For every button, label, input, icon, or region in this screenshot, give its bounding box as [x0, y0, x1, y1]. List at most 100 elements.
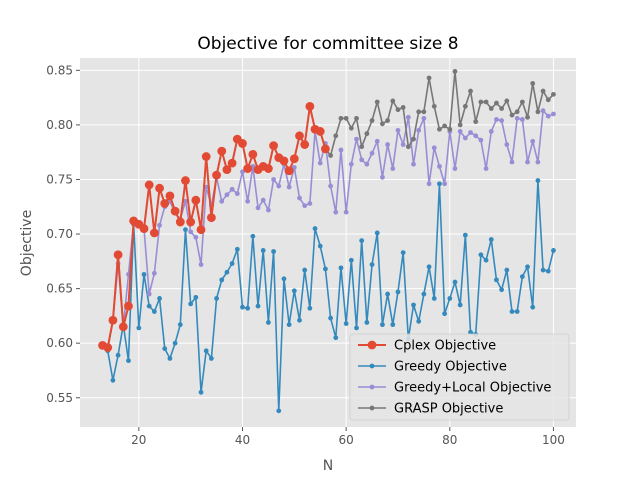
y-tick-label: 0.55 — [46, 391, 73, 405]
grasp-objective-point — [411, 136, 416, 142]
greedy-objective-point — [359, 238, 365, 243]
y-tick-label: 0.75 — [46, 172, 73, 186]
cplex-objective-point — [149, 228, 159, 238]
legend-label: Greedy Objective — [394, 360, 507, 375]
greedy-objective-point — [219, 277, 225, 283]
legend-label: GRASP Objective — [394, 402, 503, 417]
legend-label: Greedy+Local Objective — [394, 381, 551, 396]
cplex-objective-point — [191, 195, 201, 205]
grasp-objective-point — [499, 106, 505, 111]
x-tick-label: 100 — [542, 433, 565, 447]
grasp-objective-point — [405, 144, 411, 150]
greedy-objective-point — [146, 303, 152, 309]
greedy-local-objective-point — [416, 127, 422, 133]
greedy-local-objective-point — [240, 169, 245, 175]
greedy-objective-point — [447, 296, 453, 301]
y-tick-label: 0.65 — [46, 282, 73, 296]
grasp-objective-point — [452, 69, 458, 74]
greedy-local-objective-point — [374, 138, 380, 144]
greedy-objective-point — [250, 233, 256, 239]
greedy-objective-point — [141, 272, 147, 277]
greedy-objective-point — [255, 303, 261, 309]
cplex-objective-point — [108, 315, 118, 325]
chart-title: Objective for committee size 8 — [197, 34, 458, 54]
greedy-local-objective-point — [462, 135, 468, 141]
greedy-local-objective-point — [369, 150, 375, 156]
grasp-objective-point — [369, 118, 375, 123]
cplex-objective-point — [144, 180, 154, 190]
greedy-objective-point — [348, 257, 354, 263]
grasp-objective-point — [540, 88, 546, 94]
y-tick-label: 0.80 — [46, 118, 73, 132]
cplex-objective-point — [243, 164, 253, 173]
y-axis-ticks: 0.55 0.60 0.65 0.70 0.75 0.80 0.85 — [46, 63, 80, 405]
greedy-local-objective-point — [333, 209, 339, 215]
legend-swatch-marker — [367, 340, 377, 350]
greedy-local-objective-point — [411, 161, 416, 167]
grasp-objective-point — [488, 106, 494, 111]
greedy-objective-point — [437, 181, 442, 187]
grasp-objective-point — [364, 131, 370, 137]
grasp-objective-point — [359, 144, 365, 150]
greedy-local-objective-point — [452, 166, 458, 171]
greedy-local-objective-point — [146, 291, 152, 297]
grasp-objective-point — [509, 112, 515, 118]
greedy-objective-point — [530, 304, 536, 310]
greedy-local-objective-point — [276, 183, 282, 189]
greedy-objective-point — [380, 322, 385, 328]
greedy-local-objective-point — [509, 159, 515, 165]
greedy-objective-point — [369, 262, 375, 267]
grasp-objective-point — [504, 98, 510, 104]
grasp-objective-point — [380, 121, 385, 127]
grasp-objective-point — [343, 115, 349, 121]
cplex-objective-point — [196, 225, 206, 235]
greedy-local-objective-point — [504, 142, 510, 147]
grasp-objective-point — [354, 115, 359, 121]
grasp-objective-point — [390, 98, 396, 104]
greedy-local-objective-point — [234, 191, 240, 197]
greedy-local-objective-point — [483, 166, 489, 171]
greedy-objective-point — [286, 322, 292, 328]
greedy-objective-point — [385, 291, 390, 297]
greedy-objective-point — [400, 250, 406, 256]
greedy-objective-point — [354, 325, 359, 331]
cplex-objective-point — [170, 206, 180, 216]
cplex-objective-point — [118, 322, 128, 332]
cplex-objective-point — [139, 224, 149, 233]
greedy-objective-point — [297, 317, 302, 323]
greedy-objective-point — [276, 408, 282, 414]
greedy-local-objective-point — [343, 209, 349, 215]
greedy-objective-point — [519, 274, 525, 280]
greedy-local-objective-point — [157, 222, 162, 228]
greedy-local-objective-point — [188, 229, 194, 235]
greedy-objective-point — [172, 340, 178, 346]
cplex-objective-point — [124, 301, 133, 311]
greedy-objective-point — [514, 309, 520, 314]
greedy-objective-point — [478, 252, 484, 258]
x-tick-label: 60 — [338, 433, 353, 447]
greedy-objective-point — [198, 389, 204, 395]
greedy-objective-point — [323, 266, 328, 272]
greedy-objective-point — [126, 358, 131, 364]
greedy-objective-point — [203, 348, 209, 354]
grasp-objective-point — [400, 105, 406, 110]
greedy-local-objective-point — [224, 192, 230, 198]
greedy-local-objective-point — [255, 205, 261, 211]
greedy-objective-point — [483, 257, 489, 263]
grasp-objective-point — [338, 115, 344, 121]
greedy-objective-point — [110, 377, 116, 383]
greedy-objective-point — [488, 237, 494, 242]
grasp-objective-point — [494, 100, 499, 106]
cplex-objective-point — [300, 140, 310, 149]
greedy-objective-point — [509, 309, 515, 314]
legend: Cplex Objective Greedy Objective Greedy+Lo… — [349, 333, 570, 421]
greedy-objective-point — [462, 232, 468, 238]
greedy-objective-point — [545, 268, 551, 274]
x-axis-ticks: 20 40 60 80 100 — [131, 427, 565, 447]
greedy-local-objective-point — [286, 184, 292, 190]
greedy-objective-point — [442, 311, 448, 317]
greedy-objective-point — [281, 276, 287, 282]
greedy-local-objective-point — [364, 161, 370, 167]
greedy-objective-point — [395, 289, 401, 295]
greedy-local-objective-point — [338, 147, 344, 153]
